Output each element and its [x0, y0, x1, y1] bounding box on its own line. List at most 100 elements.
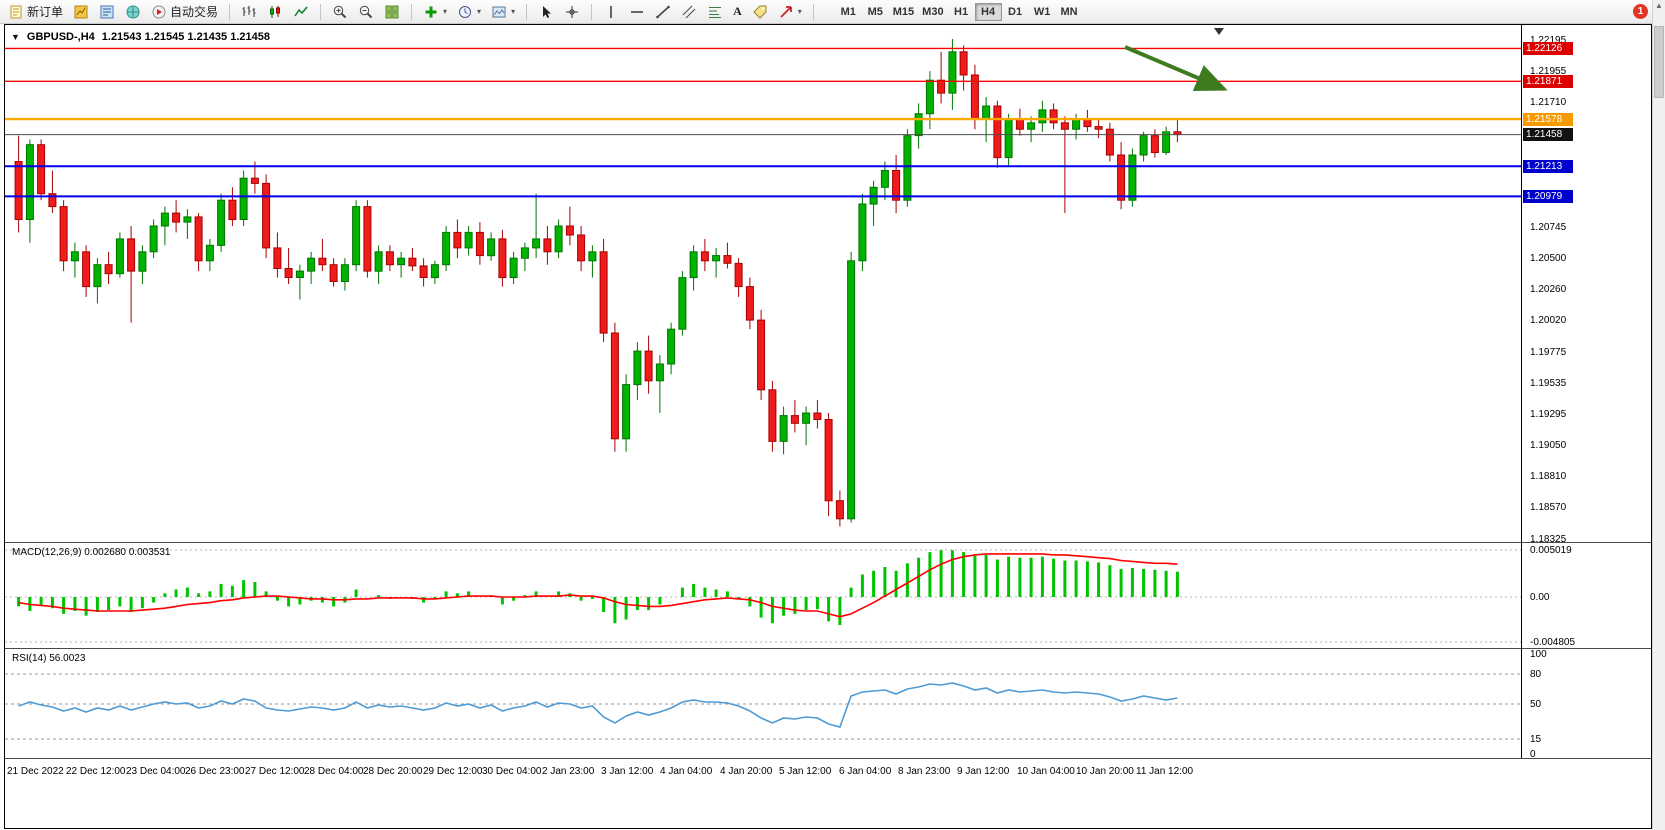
price-axis-label: 1.19295	[1530, 409, 1567, 420]
add-indicator-icon	[425, 6, 437, 17]
price-axis-label: 1.18570	[1530, 502, 1567, 513]
market-watch-icon	[100, 5, 114, 18]
autotrading-icon	[152, 5, 166, 18]
time-axis-label: 21 Dec 2022	[7, 766, 64, 777]
time-axis-label: 30 Dec 04:00	[482, 766, 542, 777]
time-axis-label: 4 Jan 20:00	[720, 766, 773, 777]
toolbar-separator	[812, 3, 814, 20]
line-chart-icon	[294, 6, 308, 16]
candlestick-chart-button[interactable]	[263, 2, 287, 22]
time-axis-label: 22 Dec 12:00	[66, 766, 126, 777]
cursor-tool-button[interactable]	[534, 2, 558, 22]
timeframe-button-h1[interactable]: H1	[954, 5, 969, 18]
text-tool-button[interactable]: A	[729, 2, 746, 22]
price-tag: 1.21578	[1523, 113, 1573, 126]
bar-chart-button[interactable]	[237, 2, 261, 22]
bar-chart-icon	[242, 5, 256, 17]
time-axis-label: 23 Dec 04:00	[126, 766, 186, 777]
add-indicator-button[interactable]: ▾	[419, 2, 451, 22]
period-clock-icon	[459, 5, 472, 18]
crosshair-tool-button[interactable]	[560, 2, 584, 22]
price-tag: 1.21871	[1523, 75, 1573, 88]
vertical-scrollbar[interactable]: ▲	[1652, 0, 1665, 830]
scrollbar-thumb[interactable]	[1654, 26, 1664, 98]
fibonacci-icon	[709, 6, 722, 18]
one-click-trading-icon[interactable]: ▼	[11, 32, 20, 42]
cursor-icon	[543, 5, 552, 18]
fibonacci-tool-button[interactable]	[703, 2, 727, 22]
market-watch-button[interactable]	[95, 2, 119, 22]
time-axis-label: 10 Jan 04:00	[1017, 766, 1075, 777]
time-axis-label: 4 Jan 04:00	[660, 766, 713, 777]
macd-indicator-canvas[interactable]	[5, 543, 1521, 648]
timeframe-group: M1 M5 M15 M30 H1 H4 D1 W1 MN	[835, 2, 1083, 21]
rsi-axis-label: 15	[1530, 734, 1542, 745]
price-axis-label: 1.20500	[1530, 253, 1567, 264]
time-axis-label: 28 Dec 04:00	[304, 766, 364, 777]
price-chart-canvas[interactable]	[5, 26, 1521, 542]
timeframe-button-w1[interactable]: W1	[1033, 5, 1051, 18]
time-axis-label: 26 Dec 23:00	[185, 766, 245, 777]
scrollbar-up-arrow-icon[interactable]: ▲	[1655, 1, 1663, 10]
channel-tool-button[interactable]	[677, 2, 701, 22]
timeframe-button-mn[interactable]: MN	[1060, 5, 1078, 18]
price-axis-label: 1.22195	[1530, 35, 1567, 46]
time-axis-label: 3 Jan 12:00	[601, 766, 654, 777]
horizontal-line-icon	[631, 10, 644, 13]
period-button[interactable]: ▾	[453, 2, 485, 22]
pane-splitter[interactable]	[5, 542, 1651, 543]
toolbar-separator	[526, 3, 528, 20]
rsi-axis-label: 50	[1530, 699, 1542, 710]
horizontal-line-tool-button[interactable]	[625, 2, 649, 22]
tile-windows-button[interactable]	[380, 2, 404, 22]
chart-title: ▼ GBPUSD-,H4 1.21543 1.21545 1.21435 1.2…	[11, 31, 270, 43]
zoom-in-button[interactable]	[328, 2, 352, 22]
timeframe-button-m30[interactable]: M30	[922, 5, 944, 18]
new-order-label: 新订单	[27, 5, 64, 19]
notification-badge[interactable]: 1	[1633, 4, 1648, 19]
chart-symbol-period: GBPUSD-,H4	[26, 31, 95, 43]
timeframe-button-h4[interactable]: H4	[974, 2, 1002, 21]
price-axis-border	[1521, 25, 1522, 758]
rsi-indicator-canvas[interactable]	[5, 649, 1521, 758]
rsi-axis-label: 0	[1530, 749, 1536, 760]
price-tag: 1.21213	[1523, 160, 1573, 173]
toolbar-separator	[229, 3, 231, 20]
chevron-down-icon: ▾	[477, 7, 482, 16]
rsi-label: RSI(14) 56.0023	[12, 653, 86, 664]
autotrading-button[interactable]: 自动交易	[147, 2, 222, 22]
price-axis-label: 1.21955	[1530, 66, 1567, 77]
time-axis-label: 2 Jan 23:00	[542, 766, 595, 777]
time-axis-label: 29 Dec 12:00	[423, 766, 483, 777]
chart-window-button[interactable]	[69, 2, 93, 22]
new-order-button[interactable]: 新订单	[4, 2, 67, 22]
price-axis-label: 1.19775	[1530, 347, 1567, 358]
line-chart-button[interactable]	[289, 2, 313, 22]
time-axis-label: 11 Jan 12:00	[1136, 766, 1194, 777]
label-tool-button[interactable]	[748, 2, 772, 22]
price-axis-label: 1.19050	[1530, 440, 1567, 451]
channel-icon	[682, 5, 696, 18]
chart-ohlc-quotes: 1.21543 1.21545 1.21435 1.21458	[101, 31, 270, 43]
vertical-line-tool-button[interactable]	[599, 2, 623, 22]
zoom-out-button[interactable]	[354, 2, 378, 22]
zoom-out-icon	[359, 5, 373, 18]
macd-label: MACD(12,26,9) 0.002680 0.003531	[12, 547, 171, 558]
timeframe-button-m15[interactable]: M15	[892, 5, 915, 18]
time-axis-label: 5 Jan 12:00	[779, 766, 832, 777]
label-icon	[753, 5, 767, 19]
arrows-tool-button[interactable]: ▾	[774, 2, 806, 22]
trendline-tool-button[interactable]	[651, 2, 675, 22]
timeframe-button-m5[interactable]: M5	[867, 5, 883, 18]
macd-axis-label: 0.00	[1530, 592, 1550, 603]
template-button[interactable]: ▾	[487, 2, 519, 22]
price-axis-label: 1.18325	[1530, 534, 1567, 545]
time-axis-label: 28 Dec 20:00	[363, 766, 423, 777]
time-axis-label: 10 Jan 20:00	[1076, 766, 1134, 777]
new-order-icon	[10, 5, 22, 18]
autotrading-label: 自动交易	[170, 5, 219, 19]
pane-splitter[interactable]	[5, 648, 1651, 649]
timeframe-button-m1[interactable]: M1	[840, 5, 856, 18]
timeframe-button-d1[interactable]: D1	[1008, 5, 1023, 18]
data-window-button[interactable]	[121, 2, 145, 22]
